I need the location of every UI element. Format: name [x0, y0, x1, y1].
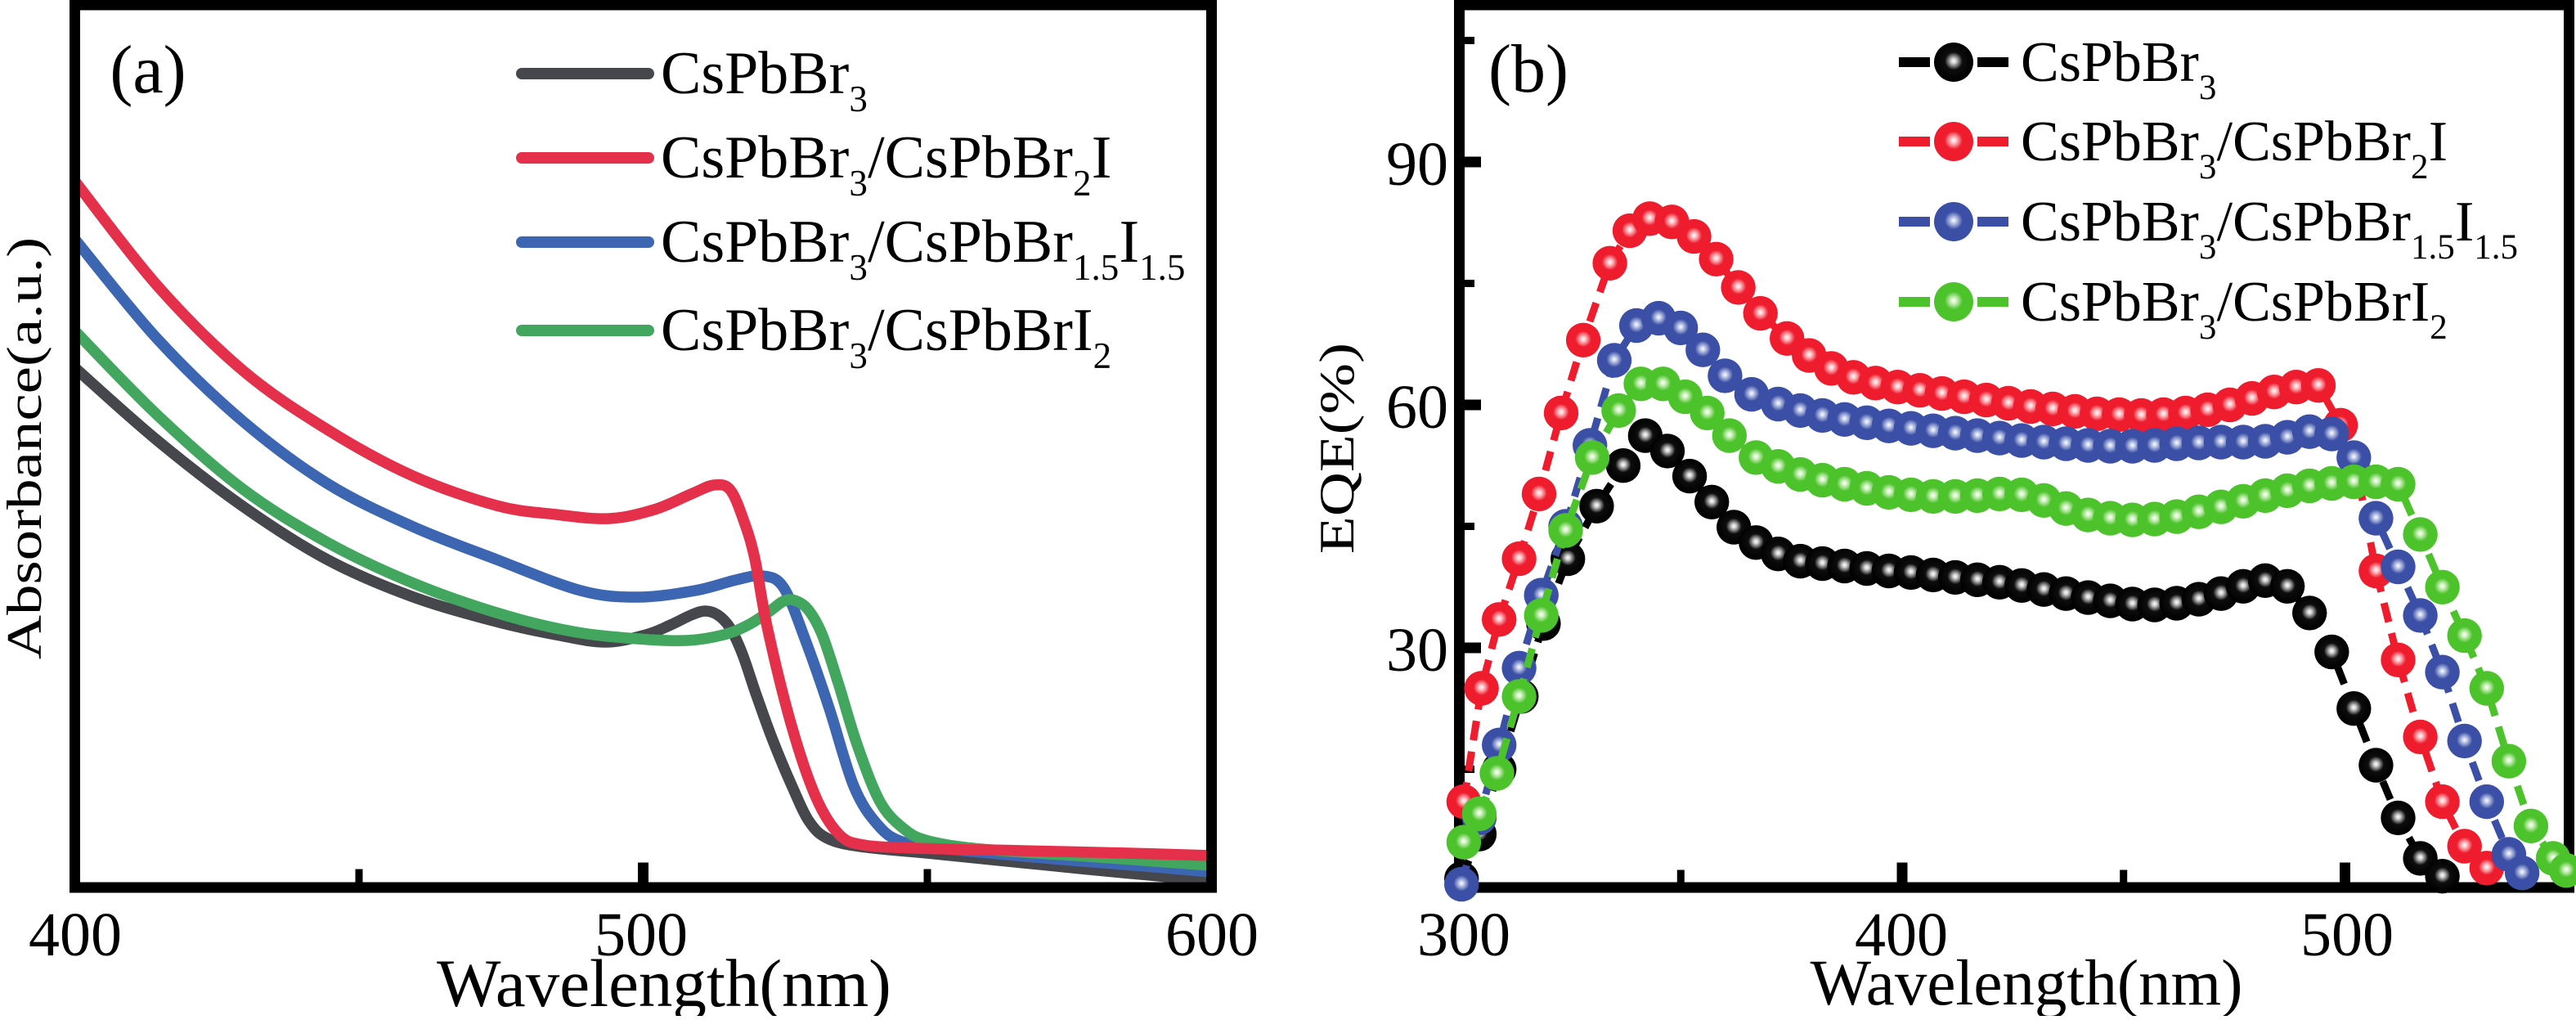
svg-text:Wavelength(nm): Wavelength(nm)	[1811, 948, 2243, 1016]
svg-text:400: 400	[29, 901, 122, 969]
svg-text:300: 300	[1417, 901, 1510, 969]
svg-text:Wavelength(nm): Wavelength(nm)	[437, 946, 891, 1016]
svg-text:(a): (a)	[110, 32, 186, 108]
svg-text:30: 30	[1386, 616, 1448, 685]
svg-text:400: 400	[1855, 901, 1948, 969]
svg-text:CsPbBr3 /CsPbBr2 I: CsPbBr3 /CsPbBr2 I	[2021, 110, 2448, 186]
svg-text:90: 90	[1386, 130, 1448, 199]
svg-text:EQE(%): EQE(%)	[1309, 343, 1364, 554]
svg-text:500: 500	[2300, 901, 2394, 969]
svg-text:500: 500	[595, 901, 688, 969]
svg-text:CsPbBr3 /CsPbBrI2: CsPbBr3 /CsPbBrI2	[661, 297, 1111, 376]
svg-text:(b): (b)	[1488, 31, 1568, 107]
svg-text:Absorbance(a.u.): Absorbance(a.u.)	[0, 237, 52, 659]
svg-text:CsPbBr3 /CsPbBr1.5 I1.5: CsPbBr3 /CsPbBr1.5 I1.5	[661, 209, 1185, 288]
svg-text:CsPbBr3 /CsPbBr2 I: CsPbBr3 /CsPbBr2 I	[661, 124, 1111, 204]
svg-text:600: 600	[1165, 901, 1259, 969]
svg-text:CsPbBr3 /CsPbBrI2: CsPbBr3 /CsPbBrI2	[2021, 271, 2448, 347]
svg-text:CsPbBr3: CsPbBr3	[2021, 31, 2216, 107]
svg-text:CsPbBr3: CsPbBr3	[661, 40, 868, 119]
svg-text:60: 60	[1386, 373, 1448, 442]
svg-text:CsPbBr3 /CsPbBr1.5 I1.5: CsPbBr3 /CsPbBr1.5 I1.5	[2021, 191, 2518, 267]
